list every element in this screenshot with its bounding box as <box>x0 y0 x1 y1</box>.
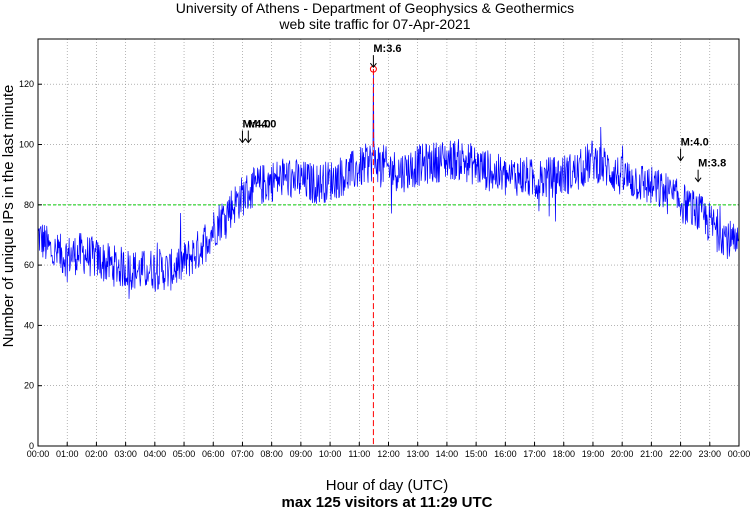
footer-max-visitors: max 125 visitors at 11:29 UTC <box>282 494 493 511</box>
grid <box>38 39 739 446</box>
x-tick-label: 20:00 <box>611 449 634 459</box>
x-tick-label: 21:00 <box>640 449 663 459</box>
y-tick-label: 40 <box>24 320 34 330</box>
quake-arrowhead <box>369 62 377 68</box>
x-tick-label: 13:00 <box>406 449 429 459</box>
quake-arrowhead <box>244 138 252 144</box>
quake-arrowhead <box>694 177 702 183</box>
x-tick-label: 06:00 <box>202 449 225 459</box>
x-axis-label: Hour of day (UTC) <box>326 477 449 494</box>
y-tick-label: 120 <box>19 79 34 89</box>
x-tick-label: 01:00 <box>56 449 79 459</box>
quake-arrowhead <box>677 156 684 162</box>
y-tick-label: 80 <box>24 200 34 210</box>
quake-label: M:4.0 <box>248 119 276 131</box>
x-tick-label: 04:00 <box>144 449 167 459</box>
x-tick-label: 03:00 <box>114 449 137 459</box>
chart-title: University of Athens - Department of Geo… <box>176 0 574 16</box>
chart-subtitle: web site traffic for 07-Apr-2021 <box>278 16 470 32</box>
y-tick-label: 0 <box>29 441 34 451</box>
y-tick-label: 60 <box>24 260 34 270</box>
x-tick-label: 02:00 <box>85 449 108 459</box>
x-tick-label: 19:00 <box>582 449 605 459</box>
x-tick-label: 14:00 <box>436 449 459 459</box>
x-ticks: 00:00 01:00 02:00 03:00 04:00 05:00 06:00 07:00… <box>27 442 750 459</box>
y-axis-label: Number of unique IPs in the last minute <box>0 85 17 348</box>
x-tick-label: 05:00 <box>173 449 196 459</box>
x-tick-label: 23:00 <box>699 449 722 459</box>
x-tick-label: 00:00 <box>728 449 750 459</box>
y-tick-label: 100 <box>19 140 34 150</box>
series-line-visitors <box>37 69 740 299</box>
x-tick-label: 00:00 <box>27 449 50 459</box>
quake-annotations: M:4.0M:4.0M:3.6M:4.0M:3.8 <box>239 43 726 183</box>
x-tick-label: 17:00 <box>523 449 546 459</box>
y-ticks: 0 20 40 60 80 100 120 <box>19 79 42 451</box>
x-tick-label: 09:00 <box>290 449 313 459</box>
x-tick-label: 10:00 <box>319 449 342 459</box>
x-tick-label: 18:00 <box>552 449 575 459</box>
quake-label: M:3.8 <box>698 158 726 170</box>
x-tick-label: 11:00 <box>348 449 370 459</box>
x-tick-label: 16:00 <box>494 449 517 459</box>
quake-label: M:3.6 <box>373 43 401 55</box>
quake-label: M:4.0 <box>242 119 270 131</box>
quake-arrowhead <box>239 138 246 144</box>
x-tick-label: 08:00 <box>260 449 283 459</box>
x-tick-label: 22:00 <box>669 449 692 459</box>
series-layer <box>37 69 740 299</box>
x-tick-label: 12:00 <box>377 449 400 459</box>
x-tick-label: 15:00 <box>465 449 488 459</box>
x-tick-label: 07:00 <box>231 449 254 459</box>
quake-label: M:4.0 <box>681 137 709 149</box>
y-tick-label: 20 <box>24 381 34 391</box>
